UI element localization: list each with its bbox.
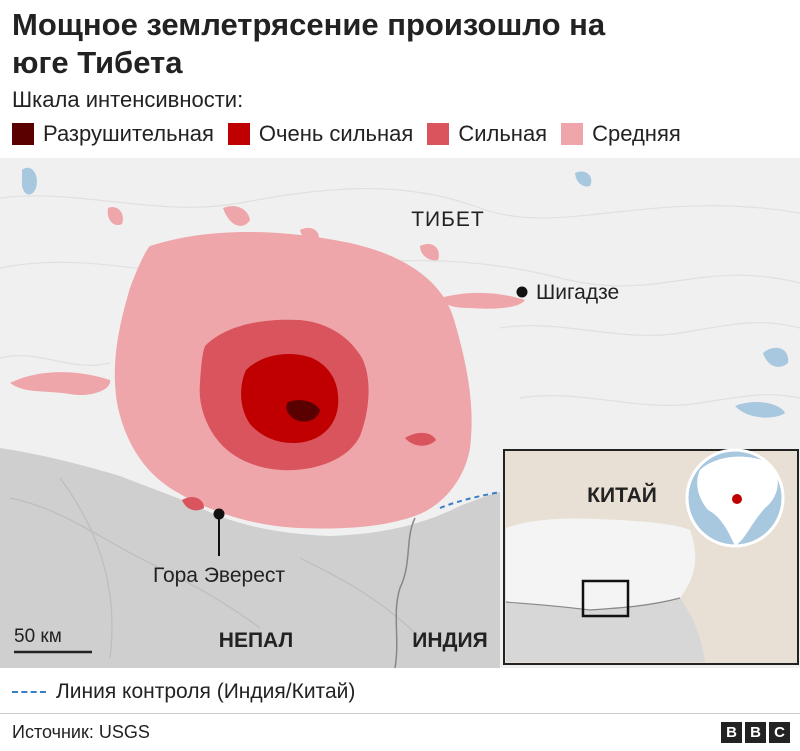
map-title: Мощное землетрясение произошло на юге Ти… — [12, 7, 606, 80]
scale-bar-label: 50 км — [14, 626, 62, 647]
line-of-control — [439, 491, 501, 509]
lake — [575, 171, 592, 187]
footer-divider — [0, 713, 800, 714]
source-note: Источник: USGS — [12, 722, 150, 742]
line-of-control-label: Линия контроля (Индия/Китай) — [56, 680, 356, 703]
map: ТИБЕТ НЕПАЛ ИНДИЯ Шигадзе Гора Эверест 5… — [0, 158, 800, 668]
globe-marker — [732, 494, 742, 504]
inset-locator-box — [581, 579, 630, 618]
lake — [22, 167, 37, 195]
legend-label: Средняя — [592, 121, 681, 146]
nepal-land — [0, 448, 500, 668]
legend-swatch — [227, 123, 250, 145]
shigatse-label: Шигадзе — [536, 281, 619, 304]
intensity-destructive — [286, 400, 320, 422]
nepal-india-border — [394, 517, 416, 668]
bbc-logo-letter: C — [769, 722, 790, 743]
legend-label: Сильная — [458, 121, 548, 146]
everest-label: Гора Эверест — [153, 564, 285, 587]
intensity-very-strong — [241, 354, 339, 444]
lakes — [22, 167, 789, 418]
inset-map: КИТАЙ — [503, 448, 799, 665]
bbc-logo-letter: B — [721, 722, 742, 743]
dashed-line-icon — [12, 691, 46, 693]
line-of-control-legend: Линия контроля (Индия/Китай) — [12, 678, 355, 706]
legend-item-strong: Сильная — [427, 121, 547, 147]
inset-border — [505, 597, 681, 611]
legend-label: Очень сильная — [258, 121, 414, 146]
inset-south-asia — [506, 598, 705, 662]
inset-china-label: КИТАЙ — [587, 483, 657, 507]
bbc-logo: B B C — [718, 722, 790, 743]
lake — [763, 347, 789, 367]
inset-tibet — [506, 518, 696, 610]
nepal-label: НЕПАЛ — [219, 629, 293, 652]
legend-swatch — [561, 123, 584, 145]
india-label: ИНДИЯ — [412, 629, 487, 652]
legend-swatch — [12, 123, 34, 145]
legend-item-destructive: Разрушительная — [12, 121, 214, 147]
intensity-legend: Разрушительная Очень сильная Сильная Сре… — [12, 120, 695, 148]
legend-item-very-strong: Очень сильная — [227, 121, 414, 147]
tibet-label: ТИБЕТ — [411, 208, 485, 231]
legend-item-moderate: Средняя — [561, 121, 681, 147]
terrain-texture — [0, 188, 800, 406]
lake — [735, 402, 785, 418]
bbc-logo-letter: B — [745, 722, 766, 743]
legend-heading: Шкала интенсивности: — [12, 87, 244, 112]
shigatse-marker — [516, 286, 528, 298]
legend-label: Разрушительная — [43, 121, 214, 146]
nepal-terrain — [9, 477, 421, 659]
legend-swatch — [427, 123, 450, 145]
